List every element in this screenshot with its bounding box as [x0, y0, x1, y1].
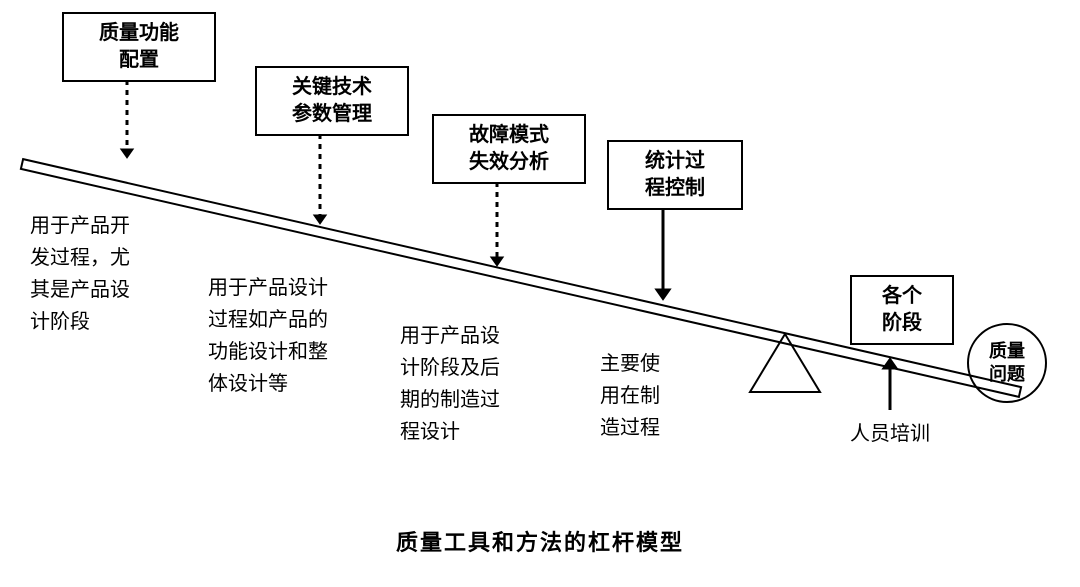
box-line: 失效分析 [469, 151, 549, 173]
box-line: 程控制 [645, 177, 705, 199]
diagram-stage: 质量功能 配置 关键技术 参数管理 故障模式 失效分析 统计过 程控制 各个 阶… [0, 0, 1080, 587]
ball-line: 问题 [989, 364, 1025, 384]
box-statistical-process-control: 统计过 程控制 [607, 140, 743, 210]
figure-caption: 质量工具和方法的杠杆模型 [0, 525, 1080, 557]
desc-statistical-process-control: 主要使 用在制 造过程 [600, 348, 660, 444]
box-each-stage: 各个 阶段 [850, 275, 954, 345]
desc-key-technology-parameters: 用于产品设计 过程如产品的 功能设计和整 体设计等 [208, 272, 328, 400]
box-line: 故障模式 [469, 124, 549, 146]
desc-personnel-training: 人员培训 [850, 418, 930, 450]
box-key-technology-parameters: 关键技术 参数管理 [255, 66, 409, 136]
desc-quality-function-deployment: 用于产品开 发过程，尤 其是产品设 计阶段 [30, 210, 130, 338]
quality-issue-ball: 质量 问题 [967, 323, 1047, 403]
box-line: 各个 [882, 285, 922, 307]
ball-line: 质量 [989, 341, 1025, 361]
box-failure-mode-analysis: 故障模式 失效分析 [432, 114, 586, 184]
box-line: 统计过 [645, 150, 705, 172]
desc-failure-mode-analysis: 用于产品设 计阶段及后 期的制造过 程设计 [400, 320, 500, 448]
box-line: 关键技术 [292, 76, 372, 98]
box-line: 配置 [119, 49, 159, 71]
box-line: 质量功能 [99, 22, 179, 44]
box-quality-function-deployment: 质量功能 配置 [62, 12, 216, 82]
box-line: 阶段 [882, 312, 922, 334]
box-line: 参数管理 [292, 103, 372, 125]
